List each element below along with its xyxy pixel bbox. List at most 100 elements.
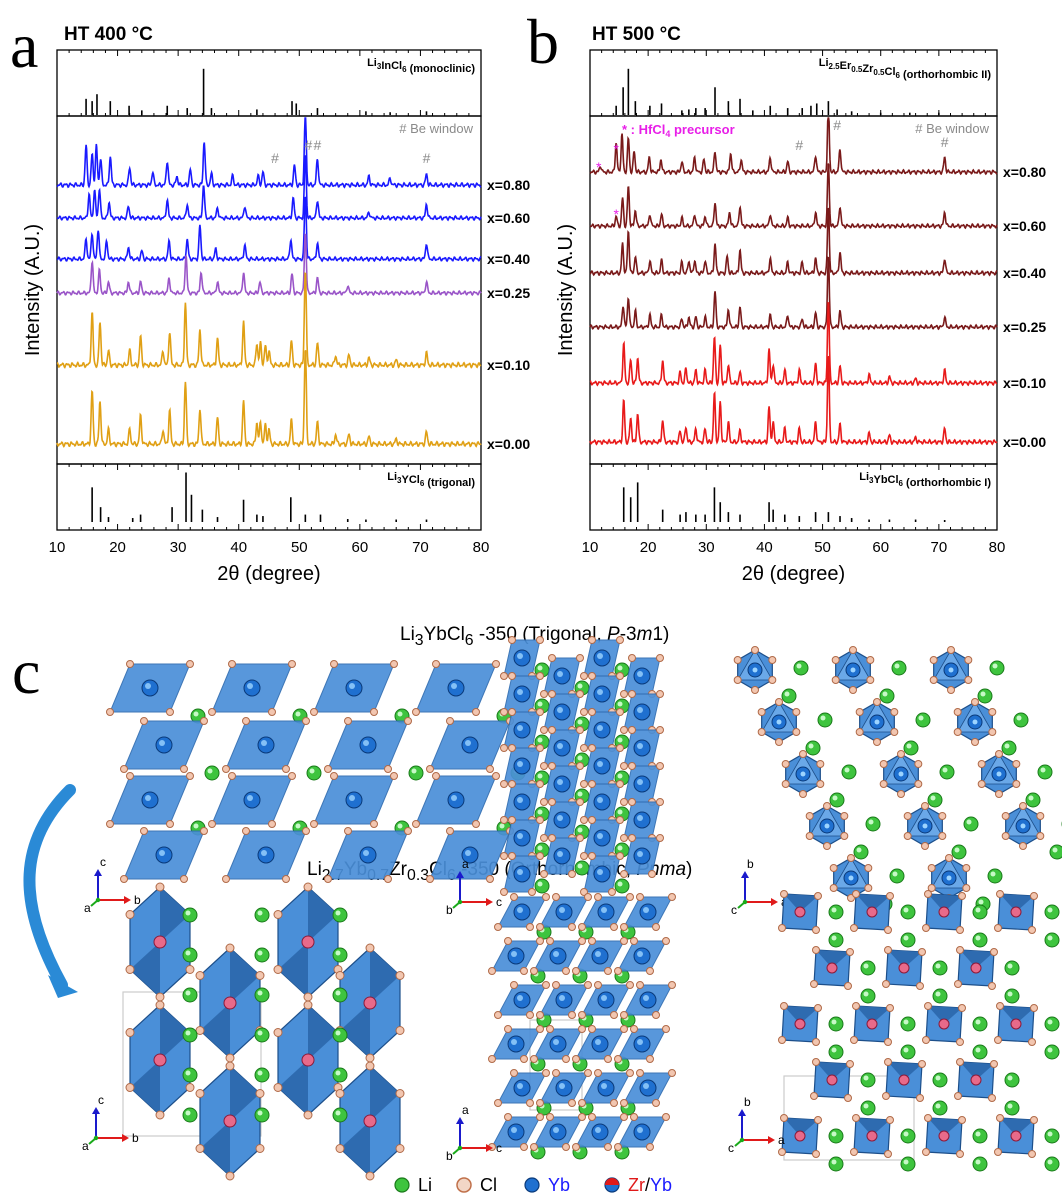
orthorhombic-2-octahedron xyxy=(497,984,547,1016)
trigonal-1-octahedron xyxy=(429,720,511,770)
chart-a-series-label-4: x=0.10 xyxy=(487,357,530,373)
chart-a-top-ref-label: Li3InCl6 (monoclinic) xyxy=(367,57,475,75)
trigonal-1-li-atom xyxy=(496,820,512,836)
trigonal-3-octahedron xyxy=(907,805,943,847)
trigonal-3-li-atom xyxy=(805,740,821,756)
chart-b-xtick-label-6: 70 xyxy=(931,539,948,556)
trigonal-3-li-atom xyxy=(817,712,833,728)
orthorhombic-1-li-atom xyxy=(182,907,198,923)
trigonal-2-octahedron xyxy=(543,693,581,731)
orthorhombic-3-octahedron xyxy=(957,949,995,987)
trigonal-2-octahedron xyxy=(623,657,661,695)
orthorhombic-1-octahedron xyxy=(339,947,401,1059)
legend-cl-label: Cl xyxy=(480,1175,497,1195)
orthorhombic-3-li-atom xyxy=(1044,1156,1060,1172)
xrd-chart-b: 10 20 30 40 50 60 70 80 2θ (degree) Intensity (A.… xyxy=(555,49,1046,585)
chart-a-series-3 xyxy=(56,233,482,297)
orthorhombic-3-li-atom xyxy=(972,904,988,920)
trigonal-2-octahedron xyxy=(503,675,541,713)
orthorhombic-1-octahedron xyxy=(339,1065,401,1177)
orthorhombic-1-octahedron xyxy=(277,886,339,998)
trigonal-1-octahedron xyxy=(123,720,205,770)
orthorhombic-2-li-atom xyxy=(536,1100,552,1116)
orthorhombic-1-li-atom xyxy=(332,1107,348,1123)
orthorhombic-2-octahedron xyxy=(575,1116,625,1148)
trigonal-1-octahedron xyxy=(211,775,293,825)
trigonal-1-axes-down-label: a xyxy=(84,901,91,915)
orthorhombic-2-octahedron xyxy=(623,1072,673,1104)
orthorhombic-view-1: c a b xyxy=(82,882,405,1181)
xrd-chart-a: 10 20 30 40 50 60 70 80 2θ (degree) Intensity (A.… xyxy=(22,49,530,585)
orthorhombic-3-octahedron xyxy=(997,1005,1035,1043)
trigonal-2-octahedron xyxy=(623,801,661,839)
orthorhombic-2-octahedron xyxy=(533,940,583,972)
trigonal-2-octahedron xyxy=(583,675,621,713)
orthorhombic-2-octahedron xyxy=(497,896,547,928)
trigonal-3-octahedron xyxy=(957,701,993,743)
orthorhombic-3-li-atom xyxy=(1004,1100,1020,1116)
trigonal-2-octahedron xyxy=(503,747,541,785)
trigonal-2-li-atom xyxy=(574,680,590,696)
orthorhombic-3-octahedron xyxy=(853,1005,891,1043)
chart-a-series-1 xyxy=(56,155,482,222)
trigonal-2-li-atom xyxy=(574,716,590,732)
orthorhombic-3-li-atom xyxy=(932,988,948,1004)
orthorhombic-2-li-atom xyxy=(614,1144,630,1160)
trigonal-3-axes-down-label: c xyxy=(731,903,737,917)
orthorhombic-1-li-atom xyxy=(332,987,348,1003)
trigonal-2-li-atom xyxy=(534,770,550,786)
trigonal-3-li-atom xyxy=(829,792,845,808)
trigonal-3-octahedron xyxy=(931,857,967,899)
chart-a-xtick-label-7: 80 xyxy=(473,539,490,556)
trigonal-2-octahedron xyxy=(623,765,661,803)
orthorhombic-1-li-atom xyxy=(254,907,270,923)
orthorhombic-2-li-atom xyxy=(530,968,546,984)
orthorhombic-2-li-atom xyxy=(572,1144,588,1160)
trigonal-2-li-atom xyxy=(534,842,550,858)
trigonal-2-li-atom xyxy=(534,662,550,678)
chart-b-series-0 xyxy=(589,117,998,176)
orthorhombic-2-octahedron xyxy=(491,1116,541,1148)
orthorhombic-2-li-atom xyxy=(620,1012,636,1028)
trigonal-3-octahedron xyxy=(981,753,1017,795)
orthorhombic-2-octahedron xyxy=(617,940,667,972)
orthorhombic-3-li-atom xyxy=(860,960,876,976)
orthorhombic-1-li-atom xyxy=(254,1027,270,1043)
orthorhombic-2-li-atom xyxy=(536,1012,552,1028)
panel-letter-b: b xyxy=(527,6,559,77)
orthorhombic-1-octahedron xyxy=(129,1004,191,1116)
orthorhombic-2-axes-down-label: b xyxy=(446,1149,453,1163)
trigonal-3-octahedron xyxy=(833,857,869,899)
panel-b-title: HT 500 °C xyxy=(592,24,681,45)
trigonal-3-li-atom xyxy=(1001,740,1017,756)
chart-a-series-label-3: x=0.25 xyxy=(487,285,530,301)
orthorhombic-2-li-atom xyxy=(614,1056,630,1072)
orthorhombic-1-li-atom xyxy=(254,987,270,1003)
trigonal-2-octahedron xyxy=(503,819,541,857)
orthorhombic-1-li-atom xyxy=(182,987,198,1003)
chart-b-top-ref-frame xyxy=(589,49,998,117)
chart-b-ylabel: Intensity (A.U.) xyxy=(555,224,577,356)
trigonal-2-axes-down-label: b xyxy=(446,903,453,917)
trigonal-3-li-atom xyxy=(1025,792,1041,808)
orthorhombic-3-li-atom xyxy=(828,1128,844,1144)
orthorhombic-3-li-atom xyxy=(1004,988,1020,1004)
trigonal-3-li-atom xyxy=(915,712,931,728)
trigonal-1-li-atom xyxy=(394,708,410,724)
chart-a-annotation-4: # xyxy=(423,150,431,166)
trigonal-3-li-atom xyxy=(781,688,797,704)
orthorhombic-1-li-atom xyxy=(182,1027,198,1043)
chart-b-bottom-ref-label: Li3YbCl6 (orthorhombic I) xyxy=(859,471,991,489)
chart-b-annotation-4: # xyxy=(941,134,949,150)
trigonal-3-octahedron xyxy=(737,649,773,691)
orthorhombic-2-li-atom xyxy=(578,1100,594,1116)
orthorhombic-3-li-atom xyxy=(972,1156,988,1172)
orthorhombic-3-li-atom xyxy=(900,1016,916,1032)
orthorhombic-2-li-atom xyxy=(620,924,636,940)
orthorhombic-3-li-atom xyxy=(972,932,988,948)
orthorhombic-1-axes-right-label: b xyxy=(132,1131,139,1145)
orthorhombic-3-li-atom xyxy=(828,904,844,920)
trigonal-3-axes-up-label: b xyxy=(747,857,754,871)
trigonal-2-li-atom xyxy=(574,788,590,804)
chart-b-xlabel: 2θ (degree) xyxy=(742,563,845,585)
